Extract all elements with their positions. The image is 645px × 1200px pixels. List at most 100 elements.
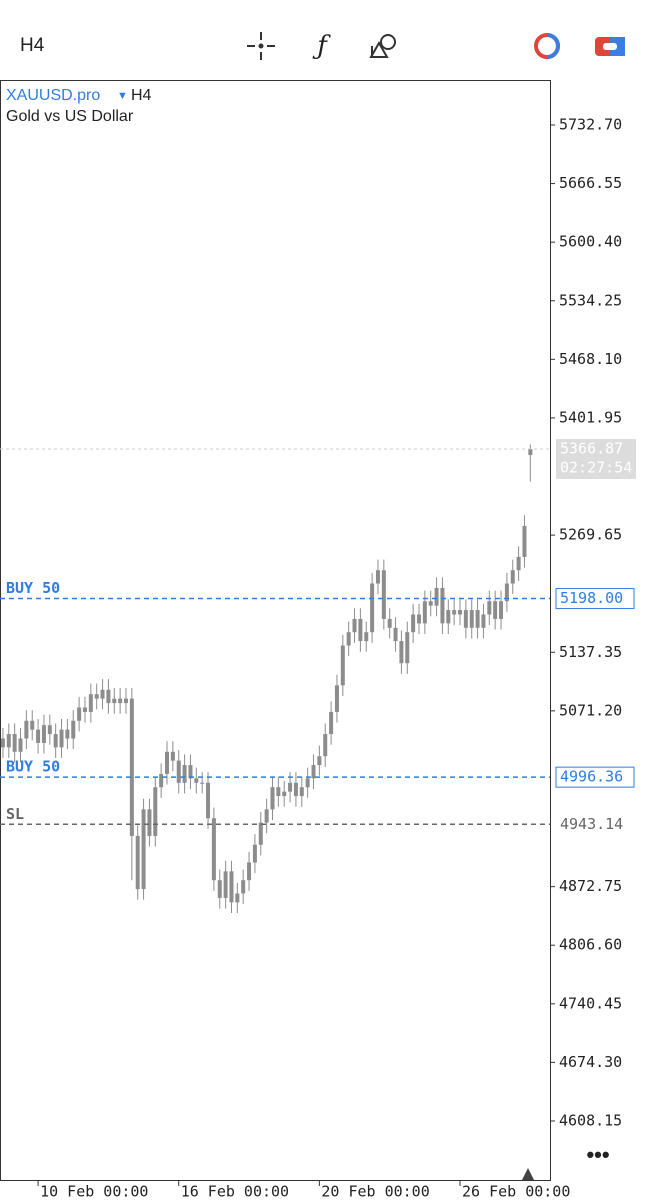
current-price-label: 5366.87	[560, 439, 623, 457]
crosshair-icon[interactable]	[247, 32, 275, 60]
candle-body	[352, 618, 357, 633]
candle-body	[276, 787, 281, 797]
candle-body	[59, 729, 64, 748]
candle-body	[118, 698, 123, 704]
candle-body	[77, 707, 82, 721]
candle-body	[112, 698, 117, 704]
candle-body	[481, 614, 486, 628]
candle-body	[487, 601, 492, 615]
y-tick-label: 5468.10	[559, 350, 622, 368]
candle-body	[12, 734, 17, 752]
candle-body	[475, 610, 480, 628]
more-button[interactable]: •••	[586, 1142, 609, 1167]
candle-body	[358, 618, 363, 642]
level-name: BUY 50	[6, 579, 60, 597]
candle-body	[147, 809, 152, 836]
candle-body	[264, 809, 269, 823]
candle-body	[88, 694, 93, 712]
candle-body	[170, 751, 175, 761]
level-price: 4996.36	[560, 768, 623, 786]
candle-body	[452, 610, 457, 615]
candle-body	[528, 448, 533, 456]
candle-body	[65, 729, 70, 739]
y-tick-label: 5269.65	[559, 526, 622, 544]
level-price-box	[556, 814, 634, 835]
candle-body	[504, 583, 509, 602]
candle-body	[317, 756, 322, 766]
candle-body	[194, 778, 199, 783]
candle-body	[293, 782, 298, 797]
candle-body	[71, 720, 76, 739]
candle-body	[229, 871, 234, 903]
candle-body	[135, 835, 140, 890]
candle-body	[393, 627, 398, 642]
candle-body	[329, 711, 334, 735]
candle-body	[129, 698, 134, 836]
indicators-icon[interactable]: ƒ	[312, 31, 331, 61]
candle-body	[305, 778, 310, 788]
candle-body	[18, 738, 23, 752]
candle-body	[182, 765, 187, 783]
candle-body	[47, 725, 52, 735]
candle-body	[428, 601, 433, 606]
candle-body	[82, 707, 87, 712]
candle-body	[223, 871, 228, 898]
chart-frame	[0, 80, 551, 1181]
candle-body	[375, 570, 380, 584]
candle-body	[323, 734, 328, 757]
candle-body	[493, 601, 498, 619]
y-tick-label: 4674.30	[559, 1053, 622, 1071]
candle-body	[94, 694, 99, 699]
trade-icon[interactable]	[534, 33, 560, 59]
candle-body	[405, 632, 410, 664]
candle-body	[411, 614, 416, 633]
candle-body	[153, 787, 158, 836]
symbol-dropdown[interactable]: ▼	[117, 90, 128, 102]
candle-body	[188, 765, 193, 779]
y-tick-label: 4806.60	[559, 936, 622, 954]
candle-body	[270, 787, 275, 810]
level-name: BUY 50	[6, 758, 60, 776]
level-price-box	[555, 766, 635, 788]
x-tick-label: 26 Feb 00:00	[462, 1183, 570, 1200]
candle-body	[364, 632, 369, 642]
y-tick-label: 5137.35	[559, 643, 622, 661]
candle-body	[24, 720, 29, 739]
candle-body	[446, 610, 451, 624]
candle-body	[100, 689, 105, 699]
current-price-box	[556, 438, 636, 479]
level-price-box	[555, 588, 635, 610]
y-tick-label: 5534.25	[559, 291, 622, 309]
candle-body	[288, 782, 293, 792]
candle-body	[381, 570, 386, 619]
y-tick-label: 4608.15	[559, 1111, 622, 1129]
candle-body	[252, 844, 257, 863]
y-tick-label: 5666.55	[559, 174, 622, 192]
x-tick-label: 20 Feb 00:00	[321, 1183, 429, 1200]
candle-body	[123, 698, 128, 704]
candle-body	[53, 734, 58, 748]
candle-body	[387, 618, 392, 628]
candle-body	[235, 893, 240, 903]
candle-body	[211, 818, 216, 881]
symbol[interactable]: XAUUSD.pro	[6, 87, 100, 104]
candle-body	[206, 782, 211, 819]
candle-body	[340, 645, 345, 686]
candle-body	[522, 525, 527, 557]
level-price: 4943.14	[560, 815, 623, 833]
candle-body	[6, 734, 11, 748]
objects-icon[interactable]	[369, 34, 396, 58]
level-price: 5198.00	[560, 589, 623, 607]
candle-body	[41, 725, 46, 743]
account-icon[interactable]	[595, 37, 625, 56]
candle-body	[176, 760, 181, 783]
plot	[0, 444, 533, 913]
candle-body	[469, 610, 474, 628]
timeframe-button[interactable]: H4	[20, 35, 45, 56]
candle-body	[241, 880, 246, 894]
candle-body	[106, 689, 111, 704]
candle-body	[141, 809, 146, 890]
chart-shift-marker[interactable]	[522, 1168, 534, 1180]
candle-body	[200, 782, 205, 784]
